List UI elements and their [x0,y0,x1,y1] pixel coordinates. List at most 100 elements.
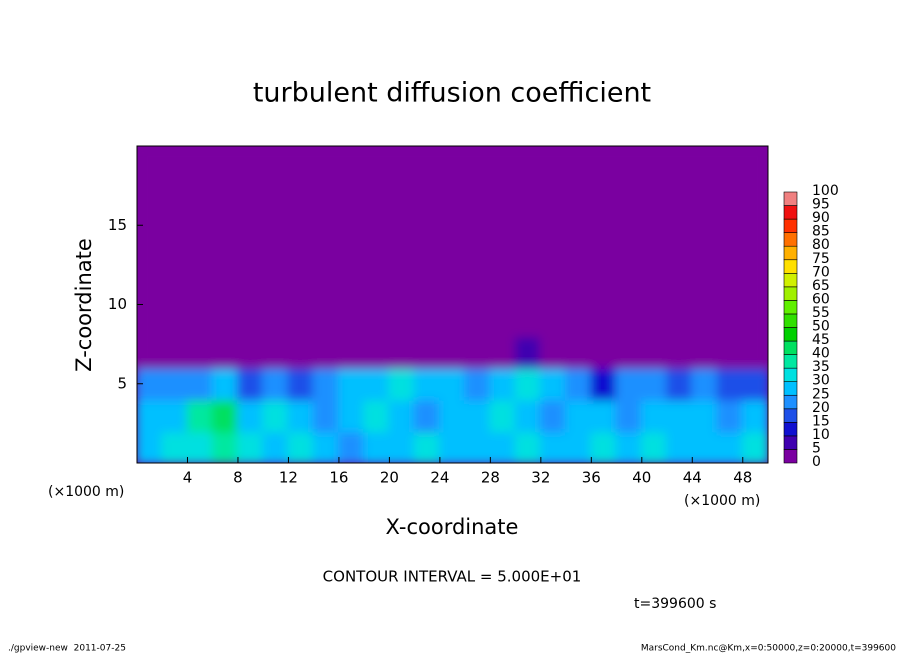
field-cell [640,335,669,369]
footer-right: MarsCond_Km.nc@Km,x=0:50000,z=0:20000,t=… [641,644,896,654]
field-cell [262,303,290,338]
field-cell [236,240,265,274]
field-cell [186,240,214,274]
field-cell [312,240,340,274]
field-cell [514,398,542,433]
field-cell [565,240,593,274]
time-label: t=399600 s [634,596,716,612]
field-cell [413,303,441,338]
field-cell [287,366,315,401]
field-cell [388,208,416,243]
field-cell [741,303,768,338]
field-cell [565,146,593,179]
field-cell [539,146,568,179]
field-cell [640,271,669,306]
field-cell [337,146,366,179]
colorbar-swatch [783,205,798,220]
field-cell [666,208,694,243]
x-axis-label: X-coordinate [386,515,519,539]
field-cell [137,240,164,274]
colorbar-swatch [783,449,798,464]
field-cell [137,398,164,433]
field-cell [388,146,416,179]
field-cell [413,146,441,179]
field-cell [716,240,744,274]
field-cell [615,208,643,243]
colorbar-label: 90 [812,210,830,226]
field-cell [489,335,517,369]
field-cell [262,208,290,243]
field-cell [539,303,568,338]
field-cell [514,146,542,179]
field-cell [236,430,265,463]
field-cell [716,176,744,211]
colorbar-label: 5 [812,440,821,456]
field-cell [565,398,593,433]
colorbar-label: 85 [812,224,830,240]
field-cell [413,430,441,463]
colorbar-swatch [783,394,798,410]
field-cell [186,398,214,433]
field-cell [666,366,694,401]
field-cell [691,176,719,211]
field-cell [337,335,366,369]
field-cell [438,366,467,401]
field-cell [337,271,366,306]
field-cell [590,176,618,211]
colorbar-swatch [783,367,798,382]
x-tick-label: 48 [733,469,752,487]
field-cell [741,335,768,369]
field-cell [312,430,340,463]
field-cell [615,146,643,179]
field-cell [640,208,669,243]
field-cell [137,430,164,463]
field-cell [413,208,441,243]
field-cell [539,430,568,463]
field-cell [363,366,391,401]
field [137,146,768,463]
colorbar-label: 100 [812,183,839,199]
field-cell [741,176,768,211]
field-cell [615,240,643,274]
colorbar-swatch [783,272,798,288]
y-tick-label: 10 [108,295,127,313]
field-cell [388,176,416,211]
field-cell [565,335,593,369]
colorbar-swatch [783,381,798,396]
field-cell [590,366,618,401]
contour-interval: CONTOUR INTERVAL = 5.000E+01 [323,568,582,586]
field-cell [691,240,719,274]
field-cell [464,240,492,274]
field-cell [186,430,214,463]
field-cell [539,176,568,211]
field-cell [186,303,214,338]
field-cell [615,430,643,463]
field-cell [363,208,391,243]
colorbar-label: 20 [812,400,830,416]
field-cell [565,430,593,463]
colorbar-label: 35 [812,359,830,375]
field-cell [464,335,492,369]
field-cell [363,271,391,306]
field-cell [186,335,214,369]
field-cell [312,335,340,369]
field-cell [741,366,768,401]
field-cell [438,430,467,463]
field-cell [137,146,164,179]
field-cell [666,271,694,306]
colorbar-label: 25 [812,386,830,402]
field-cell [489,176,517,211]
field-cell [514,208,542,243]
field-cell [464,430,492,463]
field-cell [464,398,492,433]
field-cell [236,146,265,179]
field-cell [161,208,189,243]
field-cell [312,398,340,433]
colorbar-label: 70 [812,264,830,280]
field-cell [514,430,542,463]
colorbar-swatch [783,327,798,342]
field-cell [615,335,643,369]
field-cell [489,271,517,306]
colorbar-label: 45 [812,332,830,348]
field-cell [539,208,568,243]
